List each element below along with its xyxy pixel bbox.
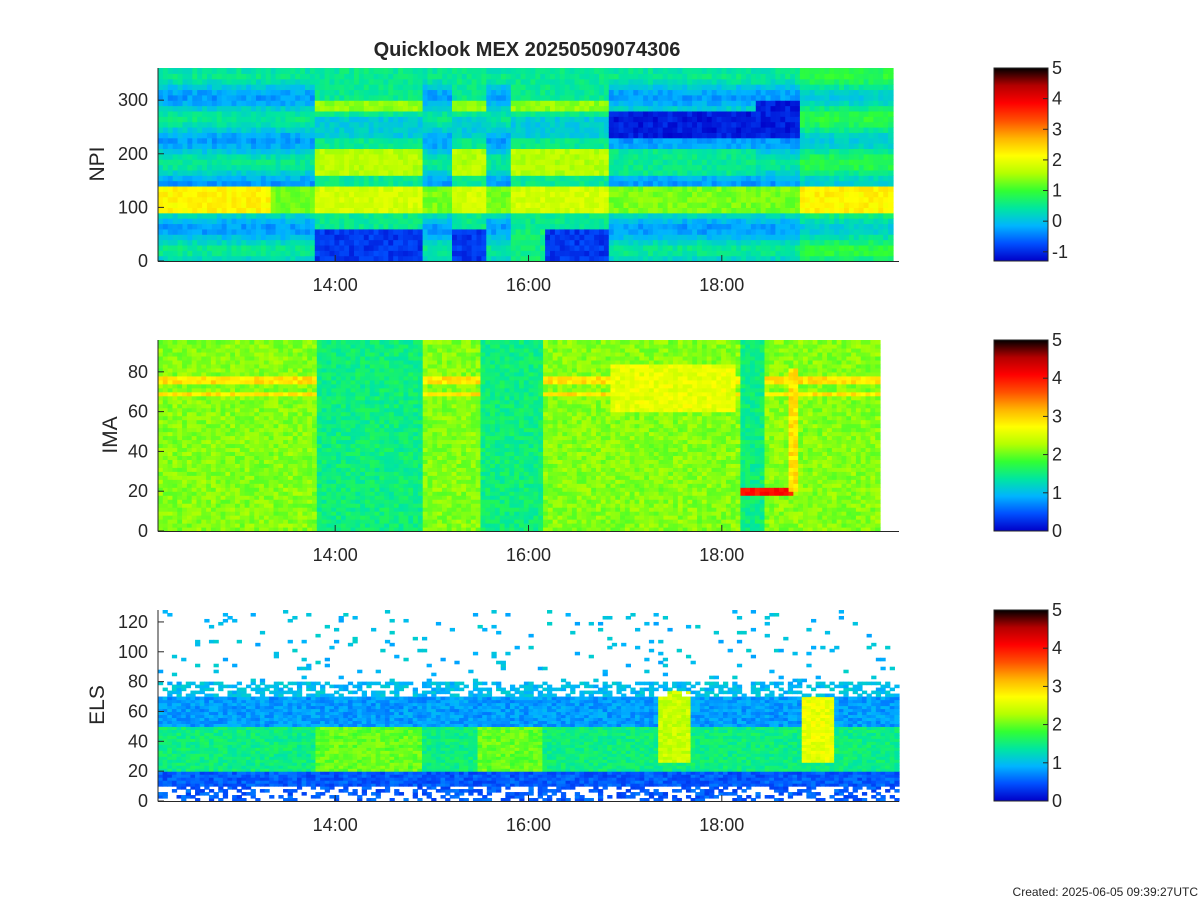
ima-panel: 0 20 40 60 80 14:00 16:00 18:00 IMA 0 1 2 3 4 5 — [99, 330, 1062, 565]
colorbar-tick-label: -1 — [1052, 242, 1068, 262]
x-tick-label: 14:00 — [313, 275, 358, 295]
y-tick-label: 0 — [138, 521, 148, 541]
colorbar-tick-label: 2 — [1052, 150, 1062, 170]
x-tick-label: 18:00 — [699, 815, 744, 835]
figure-title: Quicklook MEX 20250509074306 — [374, 39, 681, 61]
els-panel: 0 20 40 60 80 100 120 14:00 16:00 18:00 ELS 0 1 2 3 4… — [86, 600, 1062, 835]
x-tick-label: 16:00 — [506, 545, 551, 565]
colorbar-tick-label: 5 — [1052, 330, 1062, 350]
colorbar-tick-label: 4 — [1052, 638, 1062, 658]
ima-ylabel: IMA — [99, 416, 122, 453]
y-tick-label: 200 — [118, 144, 148, 164]
y-tick-label: 40 — [128, 441, 148, 461]
y-tick-label: 80 — [128, 362, 148, 382]
y-tick-label: 60 — [128, 701, 148, 721]
ima-axes: 0 20 40 60 80 14:00 16:00 18:00 — [128, 340, 899, 565]
colorbar-tick-label: 3 — [1052, 676, 1062, 696]
y-tick-label: 300 — [118, 90, 148, 110]
x-tick-label: 14:00 — [313, 815, 358, 835]
ima-heatmap — [158, 340, 881, 532]
els-colorbar: 0 1 2 3 4 5 — [993, 600, 1062, 811]
colorbar-tick-label: 1 — [1052, 753, 1062, 773]
x-tick-label: 14:00 — [313, 545, 358, 565]
y-tick-label: 0 — [138, 791, 148, 811]
x-tick-label: 16:00 — [506, 815, 551, 835]
created-timestamp: Created: 2025-06-05 09:39:27UTC — [1013, 885, 1199, 899]
colorbar-tick-label: 5 — [1052, 600, 1062, 620]
colorbar-tick-label: 3 — [1052, 119, 1062, 139]
els-ylabel: ELS — [86, 685, 109, 725]
y-tick-label: 100 — [118, 642, 148, 662]
ima-colorbar: 0 1 2 3 4 5 — [993, 330, 1062, 541]
npi-colorbar: -1 0 1 2 3 4 5 — [993, 58, 1068, 262]
colorbar-tick-label: 5 — [1052, 58, 1062, 78]
els-axes: 0 20 40 60 80 100 120 14:00 16:00 18:00 — [118, 610, 899, 835]
colorbar-tick-label: 2 — [1052, 445, 1062, 465]
npi-heatmap — [158, 68, 894, 262]
y-tick-label: 120 — [118, 612, 148, 632]
colorbar-tick-label: 1 — [1052, 483, 1062, 503]
y-tick-label: 60 — [128, 402, 148, 422]
colorbar-tick-label: 0 — [1052, 791, 1062, 811]
colorbar-tick-label: 4 — [1052, 89, 1062, 109]
y-tick-label: 100 — [118, 197, 148, 217]
x-tick-label: 18:00 — [699, 275, 744, 295]
npi-axes: 0 100 200 300 14:00 16:00 18:00 — [118, 68, 899, 295]
colorbar-tick-label: 0 — [1052, 521, 1062, 541]
x-tick-label: 18:00 — [699, 545, 744, 565]
npi-ylabel: NPI — [86, 146, 109, 181]
colorbar-tick-label: 4 — [1052, 368, 1062, 388]
els-heatmap — [158, 610, 900, 802]
colorbar-tick-label: 3 — [1052, 406, 1062, 426]
y-tick-label: 20 — [128, 481, 148, 501]
y-tick-label: 20 — [128, 761, 148, 781]
x-tick-label: 16:00 — [506, 275, 551, 295]
y-tick-label: 0 — [138, 251, 148, 271]
colorbar-tick-label: 2 — [1052, 715, 1062, 735]
colorbar-tick-label: 0 — [1052, 211, 1062, 231]
npi-panel: 0 100 200 300 14:00 16:00 18:00 NPI -1 0 1 2 3 4 5 — [86, 58, 1068, 295]
colorbar-tick-label: 1 — [1052, 181, 1062, 201]
y-tick-label: 40 — [128, 731, 148, 751]
y-tick-label: 80 — [128, 672, 148, 692]
